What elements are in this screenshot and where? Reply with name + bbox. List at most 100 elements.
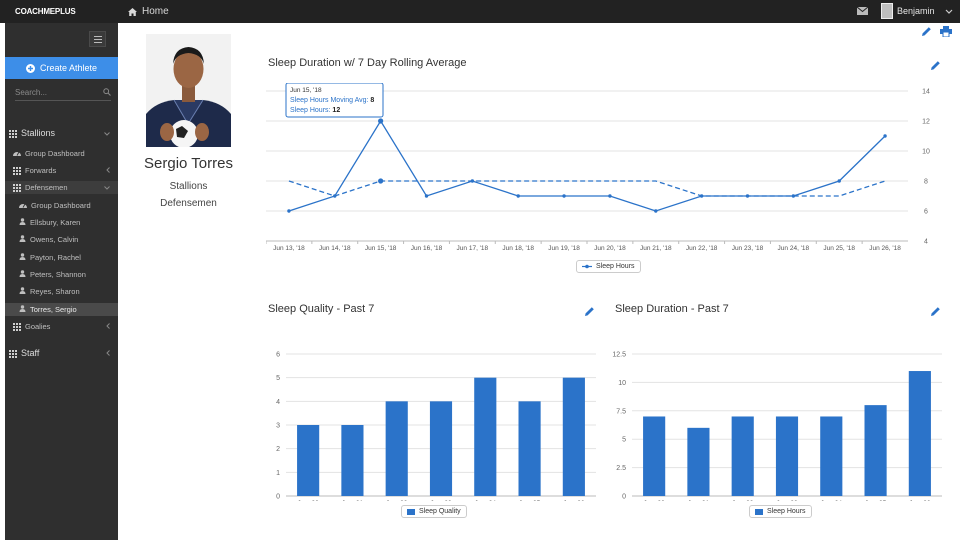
app-logo[interactable]: COACHMEPLUS (15, 7, 76, 16)
x-tick-label: Jun 13, '18 (273, 245, 305, 252)
sleep-quality-legend[interactable]: Sleep Quality (401, 505, 467, 518)
bar[interactable] (775, 416, 799, 496)
bar[interactable] (643, 416, 666, 496)
grid-icon (9, 129, 17, 138)
bar[interactable] (731, 416, 754, 496)
sidebar-toggle-button[interactable] (89, 31, 106, 47)
data-point[interactable] (562, 194, 566, 198)
sidebar-item-payton-rachel[interactable]: Payton, Rachel (5, 251, 118, 264)
dashboard-icon (19, 201, 27, 210)
sidebar-item-peters-shannon[interactable]: Peters, Shannon (5, 268, 118, 281)
x-tick-label: Jun 21, '18 (640, 245, 672, 252)
data-point[interactable] (745, 194, 750, 198)
x-tick-label: Jun 18, '18 (502, 245, 534, 252)
chevron-down-icon (945, 9, 952, 14)
sidebar-item-label: Forwards (25, 166, 57, 175)
data-point[interactable] (791, 194, 796, 198)
sidebar-item-label: Owens, Calvin (30, 235, 79, 244)
bar[interactable] (518, 401, 541, 496)
data-point[interactable] (424, 194, 429, 198)
sidebar-item-goalies[interactable]: Goalies (5, 320, 118, 333)
user-icon (19, 253, 26, 262)
athlete-name: Sergio Torres (144, 155, 233, 172)
sidebar-item-label: Torres, Sergio (30, 305, 77, 314)
line-chart-legend[interactable]: Sleep Hours (576, 260, 641, 273)
edit-chart-pencil-icon[interactable] (930, 60, 941, 71)
sidebar-item-group-dashboard[interactable]: Group Dashboard (5, 199, 118, 212)
mail-icon[interactable] (857, 7, 868, 15)
data-point[interactable] (378, 118, 384, 124)
create-athlete-button[interactable]: Create Athlete (5, 57, 118, 79)
sidebar-item-stallions[interactable]: Stallions (5, 125, 118, 141)
x-tick-label: Jun 24, '18 (778, 245, 810, 252)
bar[interactable] (908, 371, 931, 496)
x-tick-label: Jun, 20 (297, 500, 319, 501)
pencil-icon[interactable] (921, 26, 932, 37)
bar[interactable] (341, 425, 364, 496)
data-point[interactable] (333, 194, 337, 198)
chevron-down-icon[interactable] (104, 183, 110, 192)
bar[interactable] (385, 401, 408, 496)
sidebar-item-reyes-sharon[interactable]: Reyes, Sharon (5, 285, 118, 298)
sidebar: Create Athlete Search... Stallions Group … (5, 23, 118, 540)
sidebar-item-staff[interactable]: Staff (5, 345, 118, 361)
bar[interactable] (297, 425, 320, 496)
data-point[interactable] (608, 194, 612, 198)
sleep-duration-legend[interactable]: Sleep Hours (749, 505, 812, 518)
data-point[interactable] (654, 209, 658, 213)
data-point[interactable] (837, 179, 841, 183)
data-point[interactable] (287, 209, 291, 213)
tooltip-avg: Sleep Hours Moving Avg: 8 (290, 97, 374, 104)
data-point[interactable] (883, 134, 887, 138)
y-tick-label: 2.5 (616, 465, 626, 472)
sidebar-item-defensemen[interactable]: Defensemen (5, 181, 118, 194)
bar[interactable] (429, 401, 453, 496)
sleep-hours-line (288, 119, 886, 212)
bar[interactable] (562, 377, 585, 496)
chevron-left-icon[interactable] (106, 349, 110, 358)
bar[interactable] (687, 427, 710, 496)
chevron-down-icon[interactable] (104, 129, 110, 138)
sidebar-item-owens-calvin[interactable]: Owens, Calvin (5, 233, 118, 246)
grid-icon (13, 167, 21, 175)
home-link[interactable]: Home (128, 6, 169, 17)
y-tick-label: 7.5 (616, 408, 626, 415)
data-point[interactable] (378, 178, 384, 184)
bar[interactable] (820, 416, 843, 496)
edit-chart-pencil-icon[interactable] (584, 306, 595, 317)
sidebar-item-label: Goalies (25, 322, 51, 331)
data-point[interactable] (699, 194, 704, 198)
x-tick-label: Jun 14, '18 (319, 245, 351, 252)
user-icon (19, 305, 26, 314)
print-icon[interactable] (940, 26, 952, 37)
user-name: Benjamin (897, 6, 935, 16)
x-tick-label: Jun, 22 (386, 500, 408, 501)
x-tick-label: Jun 16, '18 (411, 245, 443, 252)
x-tick-label: Jun 25, '18 (823, 245, 855, 252)
chevron-left-icon[interactable] (106, 166, 110, 175)
y-tick-label: 1 (276, 470, 280, 477)
x-tick-label: Jun 19, '18 (548, 245, 580, 252)
bar[interactable] (864, 405, 887, 496)
tooltip-hours: Sleep Hours: 12 (290, 107, 340, 114)
user-menu[interactable]: Benjamin (881, 3, 953, 19)
dashboard-icon (13, 149, 21, 158)
user-icon (19, 270, 26, 279)
sleep-duration-line-chart: 4 6 8 10 12 14 Jun 13, '18 Jun 14, '18 Jun 15, '… (266, 83, 930, 252)
sidebar-item-torres-sergio[interactable]: Torres, Sergio (5, 303, 118, 316)
user-icon (19, 218, 26, 227)
y-tick-label: 2 (276, 446, 280, 453)
chevron-left-icon[interactable] (106, 322, 110, 331)
data-point[interactable] (516, 194, 520, 198)
edit-chart-pencil-icon[interactable] (930, 306, 941, 317)
create-athlete-label: Create Athlete (39, 63, 98, 73)
sidebar-item-forwards[interactable]: Forwards (5, 164, 118, 177)
bar[interactable] (474, 377, 497, 496)
sidebar-item-ellsbury-karen[interactable]: Ellsbury, Karen (5, 216, 118, 229)
search-input[interactable]: Search... (15, 88, 111, 101)
data-point[interactable] (470, 179, 475, 183)
sidebar-item-group-dashboard[interactable]: Group Dashboard (5, 147, 118, 160)
sleep-duration-past7-title: Sleep Duration - Past 7 (615, 303, 729, 315)
